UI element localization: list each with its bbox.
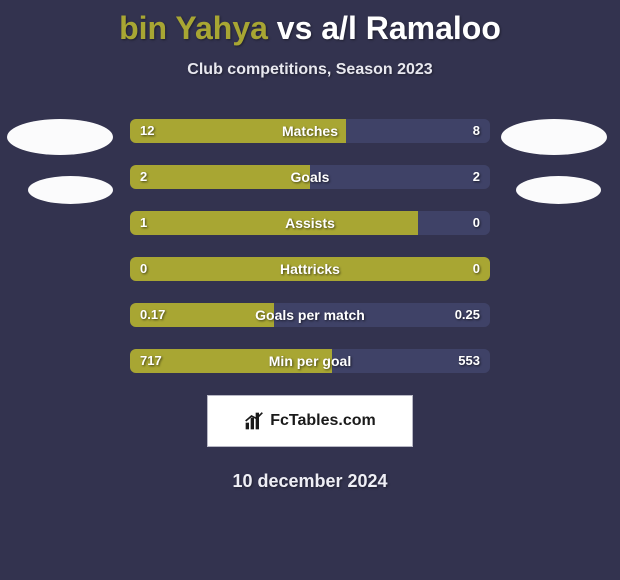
page-title: bin Yahya vs a/l Ramaloo <box>0 0 620 47</box>
stat-row: Goals2 2 <box>130 165 490 189</box>
title-vs: vs <box>277 10 313 46</box>
stat-value-right: 2 <box>463 165 490 189</box>
stat-label: Min per goal <box>130 349 490 373</box>
stat-label: Hattricks <box>130 257 490 281</box>
stat-value-right: 8 <box>463 119 490 143</box>
stat-value-left: 0 <box>130 257 157 281</box>
player-right-avatar-placeholder <box>501 119 607 155</box>
stats-container: Matches128Goals22Assists10Hattricks00Goa… <box>130 119 490 373</box>
subtitle: Club competitions, Season 2023 <box>0 61 620 79</box>
stat-value-left: 0.17 <box>130 303 175 327</box>
report-date: 10 december 2024 <box>0 471 620 492</box>
stat-label: Assists <box>130 211 490 235</box>
stat-value-left: 1 <box>130 211 157 235</box>
title-left-name: bin Yahya <box>119 10 268 46</box>
player-left-avatar-placeholder <box>7 119 113 155</box>
stat-label: Goals <box>130 165 490 189</box>
stat-value-left: 12 <box>130 119 164 143</box>
title-right-name: a/l Ramaloo <box>321 10 501 46</box>
stat-label: Goals per match <box>130 303 490 327</box>
stat-label: Matches <box>130 119 490 143</box>
stat-row: Goals per match0.17 0.25 <box>130 303 490 327</box>
fctables-icon <box>244 411 264 431</box>
stat-row: Hattricks0 0 <box>130 257 490 281</box>
stat-value-right: 553 <box>448 349 490 373</box>
stat-value-right: 0 <box>463 211 490 235</box>
stat-value-left: 717 <box>130 349 172 373</box>
stat-row: Matches12 8 <box>130 119 490 143</box>
stat-value-right: 0 <box>463 257 490 281</box>
stat-value-right: 0.25 <box>445 303 490 327</box>
source-badge-text: FcTables.com <box>270 412 376 430</box>
team-right-logo-placeholder <box>516 176 601 204</box>
source-badge[interactable]: FcTables.com <box>207 395 413 447</box>
stat-row: Assists1 0 <box>130 211 490 235</box>
stat-value-left: 2 <box>130 165 157 189</box>
stat-row: Min per goal717 553 <box>130 349 490 373</box>
team-left-logo-placeholder <box>28 176 113 204</box>
